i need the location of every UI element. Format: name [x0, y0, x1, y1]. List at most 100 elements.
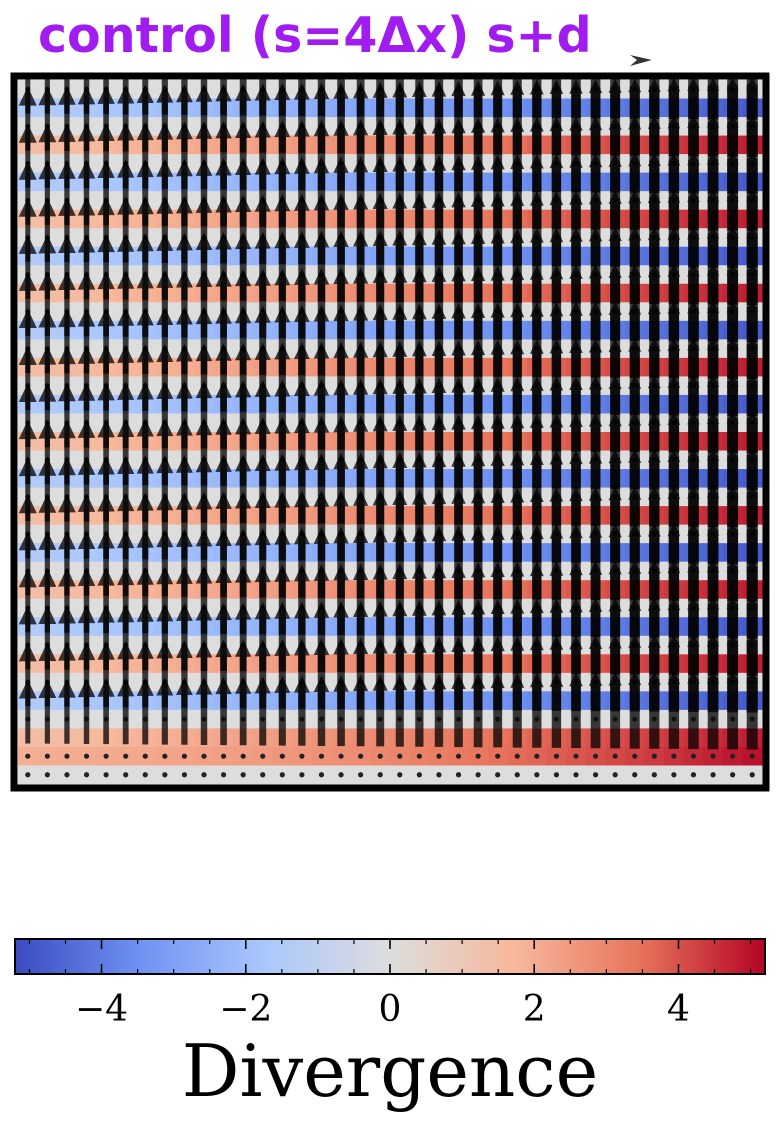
quiver-arrow-head — [687, 633, 700, 647]
quiver-arrow-head — [392, 637, 408, 654]
quiver-arrow-head — [333, 638, 349, 655]
quiver-arrow-head — [726, 114, 739, 128]
quiver-arrow-head — [706, 410, 720, 425]
quiver-arrow-head — [294, 82, 310, 100]
quiver-arrow-head — [18, 234, 37, 254]
quiver-arrow-head — [58, 86, 76, 105]
quiver-arrow-head — [392, 155, 408, 172]
quiver-arrow-head — [176, 380, 193, 399]
quiver-arrow-head — [97, 122, 115, 141]
quiver-point-marker — [514, 753, 520, 759]
quiver-arrow-head — [510, 154, 525, 169]
quiver-arrow-head — [195, 380, 213, 399]
quiver-arrow-head — [490, 376, 505, 392]
quiver-arrow-head — [77, 271, 96, 290]
quiver-arrow-head — [235, 157, 252, 176]
quiver-point-marker — [25, 753, 31, 759]
quiver-arrow-head — [392, 118, 408, 135]
quiver-arrow-head — [510, 450, 525, 466]
quiver-arrow-head — [510, 302, 525, 318]
quiver-arrow-head — [431, 562, 447, 579]
quiver-arrow-head — [628, 41, 641, 55]
quiver-arrow-head — [550, 42, 564, 57]
quiver-arrow-head — [392, 340, 408, 357]
quiver-arrow-head — [313, 193, 330, 211]
quiver-arrow-head — [97, 567, 115, 586]
quiver-arrow-head — [38, 493, 57, 513]
quiver-arrow-head — [294, 379, 310, 397]
quiver-arrow-head — [746, 261, 759, 275]
quiver-arrow-head — [392, 192, 408, 209]
quiver-arrow-head — [274, 194, 291, 212]
quiver-arrow-head — [726, 373, 739, 387]
quiver-arrow-head — [58, 456, 76, 476]
quiver-arrow-head — [215, 380, 232, 398]
quiver-arrow-head — [609, 42, 622, 56]
quiver-arrow-head — [196, 47, 213, 65]
quiver-arrow-head — [215, 417, 232, 435]
quiver-arrow-head — [195, 269, 213, 288]
quiver-arrow-head — [78, 49, 96, 68]
quiver-arrow-head — [38, 419, 57, 439]
quiver-arrow-head — [667, 374, 681, 388]
colorbar-tick-label: 2 — [523, 989, 546, 1030]
quiver-arrow-head — [77, 567, 96, 587]
quiver-arrow-head — [529, 561, 544, 577]
quiver-arrow-head — [136, 344, 154, 363]
quiver-point-marker — [495, 772, 501, 778]
quiver-arrow — [235, 676, 252, 746]
quiver-arrow-head — [215, 602, 232, 621]
quiver-point-marker — [220, 772, 227, 778]
quiver-arrow-head — [687, 485, 700, 499]
quiver-arrow-head — [687, 559, 700, 573]
quiver-arrow-head — [136, 529, 154, 548]
quiver-arrow-head — [746, 521, 759, 535]
quiver-point-marker — [455, 772, 462, 778]
quiver-point-marker — [690, 772, 697, 778]
quiver-arrow-head — [451, 303, 466, 319]
quiver-arrow-head — [176, 306, 193, 325]
quiver-arrow-head — [628, 189, 642, 204]
quiver-arrow-head — [313, 119, 330, 137]
quiver-arrow-head — [18, 568, 37, 588]
quiver-arrow-head — [313, 267, 330, 285]
quiver-arrow-head — [58, 160, 76, 179]
quiver-arrow-head — [254, 676, 271, 694]
quiver-arrow-head — [77, 678, 96, 698]
quiver-arrow-head — [136, 159, 154, 178]
quiver-point-marker — [730, 772, 736, 778]
quiver-arrow-head — [529, 153, 544, 169]
quiver-arrow-head — [569, 597, 583, 613]
quiver-arrow-head — [628, 300, 642, 315]
quiver-point-marker — [240, 772, 246, 778]
quiver-arrow-head — [18, 86, 37, 106]
quiver-arrow-head — [470, 228, 486, 244]
quiver-point-marker — [416, 772, 422, 778]
quiver-arrow — [529, 672, 544, 748]
quiver-point-marker — [162, 753, 168, 759]
quiver-point-marker — [201, 753, 207, 759]
quiver-point-marker — [44, 772, 50, 778]
quiver-arrow-head — [470, 562, 486, 578]
quiver-arrow-head — [294, 46, 310, 63]
quiver-arrow-head — [18, 383, 37, 403]
quiver-point-marker — [181, 716, 187, 722]
quiver-arrow-head — [647, 596, 661, 611]
quiver-arrow-head — [117, 344, 135, 363]
quiver-arrow-head — [608, 671, 622, 686]
quiver-arrow-head — [569, 116, 583, 131]
quiver-arrow-head — [588, 78, 603, 94]
quiver-arrow-head — [628, 263, 642, 278]
quiver-point-marker — [25, 772, 31, 778]
quiver-point-marker — [220, 753, 227, 759]
quiver-arrow-head — [569, 301, 583, 316]
quiver-arrow-head — [746, 40, 758, 53]
quiver-arrow-head — [215, 343, 232, 361]
quiver-arrow-head — [38, 308, 57, 328]
quiver-point-marker — [201, 772, 207, 778]
quiver-arrow — [254, 676, 271, 746]
quiver-arrow-head — [510, 265, 525, 281]
quiver-arrow-head — [529, 450, 544, 465]
quiver-arrow-head — [58, 234, 76, 253]
quiver-arrow-head — [392, 81, 408, 98]
